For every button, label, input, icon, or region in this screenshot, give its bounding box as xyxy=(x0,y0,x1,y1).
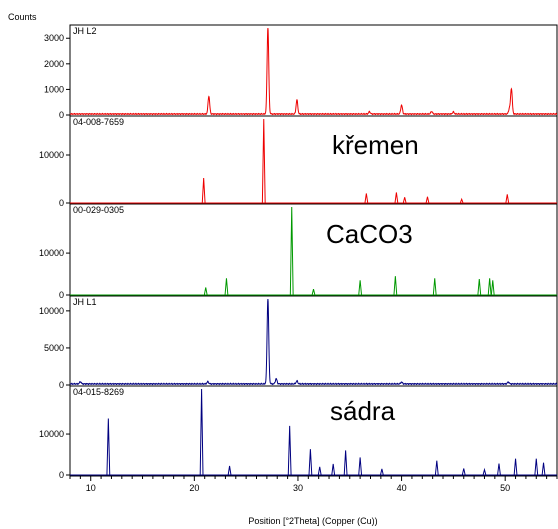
x-tick-label: 10 xyxy=(86,483,96,493)
panel-frame xyxy=(69,115,558,205)
reference-peak xyxy=(459,197,464,204)
chart-panels: 0 1000 2000 3000 JH L2 0 10000 04-008-7659 křeme… xyxy=(39,24,558,480)
y-tick-label: 2000 xyxy=(44,59,64,69)
panel-name: 00-029-0305 xyxy=(73,205,124,215)
reference-peak xyxy=(482,467,487,476)
panel-1: 0 10000 04-008-7659 křemen xyxy=(39,115,558,208)
panel-frame xyxy=(69,295,558,387)
reference-peak xyxy=(203,287,208,296)
panel-name: JH L2 xyxy=(73,26,97,36)
reference-peak xyxy=(358,280,363,296)
panel-2: 0 10000 00-029-0305 CaCO3 xyxy=(39,203,558,300)
y-tick-label: 10000 xyxy=(39,248,64,258)
panel-frame xyxy=(69,24,558,117)
y-tick-label: 10000 xyxy=(39,429,64,439)
panel-frame xyxy=(69,385,558,477)
reference-peak xyxy=(308,449,313,476)
panel-name: 04-008-7659 xyxy=(73,117,124,127)
reference-peak xyxy=(490,280,495,296)
panel-annotation: křemen xyxy=(332,130,419,160)
reference-peak xyxy=(541,462,546,476)
reference-peak xyxy=(434,460,439,476)
y-tick-label: 3000 xyxy=(44,33,64,43)
x-tick-label: 20 xyxy=(189,483,199,493)
reference-peak xyxy=(394,192,399,204)
panel-4: 0 10000 04-015-8269 sádra xyxy=(39,385,558,480)
reference-peak xyxy=(261,118,266,204)
reference-peak xyxy=(364,193,369,204)
reference-peak xyxy=(287,425,292,476)
panel-0: 0 1000 2000 3000 JH L2 xyxy=(44,24,558,120)
reference-peak xyxy=(224,278,229,296)
y-tick-label: 1000 xyxy=(44,84,64,94)
reference-peak xyxy=(393,276,398,296)
y-tick-label: 5000 xyxy=(44,343,64,353)
reference-peak xyxy=(311,289,316,296)
y-tick-label: 0 xyxy=(59,470,64,480)
reference-peak xyxy=(331,463,336,476)
y-tick-label: 10000 xyxy=(39,150,64,160)
reference-peak xyxy=(289,206,294,296)
panel-annotation: CaCO3 xyxy=(326,219,413,249)
x-axis-title: Position [°2Theta] (Copper (Cu)) xyxy=(248,516,377,526)
reference-peak xyxy=(461,468,466,476)
reference-peak xyxy=(432,278,437,296)
x-axis: 10 20 30 40 50 xyxy=(69,475,558,493)
reference-peak xyxy=(505,194,510,204)
reference-peak xyxy=(497,463,501,476)
y-tick-label: 0 xyxy=(59,290,64,300)
reference-peak xyxy=(317,466,322,476)
pattern-trace xyxy=(69,27,558,116)
y-tick-label: 0 xyxy=(59,110,64,120)
x-tick-label: 40 xyxy=(397,483,407,493)
reference-peak xyxy=(358,457,363,476)
pattern-trace xyxy=(69,298,558,386)
reference-peak xyxy=(477,279,482,296)
x-tick-label: 30 xyxy=(293,483,303,493)
reference-peak xyxy=(106,418,111,476)
x-tick-label: 50 xyxy=(500,483,510,493)
y-tick-label: 10000 xyxy=(39,306,64,316)
reference-peak xyxy=(201,178,206,204)
y-tick-label: 0 xyxy=(59,380,64,390)
reference-peak xyxy=(379,468,384,476)
reference-peak xyxy=(513,458,518,476)
reference-peak xyxy=(425,196,430,204)
y-tick-label: 0 xyxy=(59,198,64,208)
reference-peak xyxy=(227,465,232,476)
panel-3: 0 5000 10000 JH L1 xyxy=(39,295,558,390)
reference-peak xyxy=(402,197,407,204)
panel-name: 04-015-8269 xyxy=(73,387,124,397)
y-axis-title: Counts xyxy=(8,12,37,22)
reference-peak xyxy=(487,278,492,296)
reference-peak xyxy=(199,388,204,476)
panel-name: JH L1 xyxy=(73,297,97,307)
reference-peak xyxy=(343,450,348,476)
reference-peak xyxy=(534,458,539,476)
panel-frame xyxy=(69,203,558,297)
panel-annotation: sádra xyxy=(330,396,396,426)
